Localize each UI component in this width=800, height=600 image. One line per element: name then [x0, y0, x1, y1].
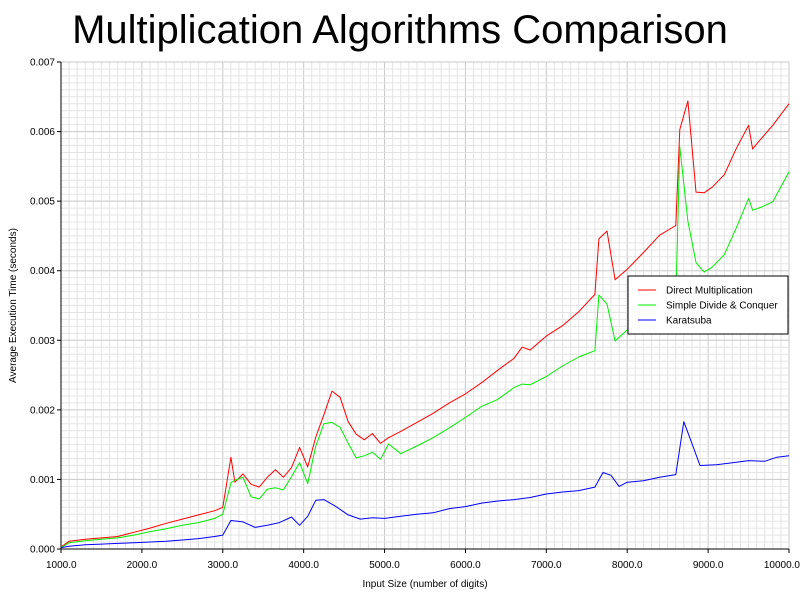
x-tick-label: 4000.0 [288, 560, 319, 571]
legend-box [627, 275, 789, 335]
x-tick-label: 10000.0 [764, 560, 800, 571]
x-tick-label: 7000.0 [531, 560, 562, 571]
y-axis-label: Average Execution Time (seconds) [8, 228, 19, 383]
y-tick-label: 0.004 [30, 266, 55, 277]
y-tick-label: 0.002 [30, 405, 55, 416]
series-line-simple-divide-conquer [60, 146, 790, 549]
y-tick-label: 0.003 [30, 336, 55, 347]
x-tick-label: 6000.0 [450, 560, 481, 571]
x-tick-label: 5000.0 [369, 560, 400, 571]
legend-entry-label: Direct Multiplication [666, 286, 753, 297]
series-line-karatsuba [60, 421, 790, 549]
x-tick-label: 9000.0 [693, 560, 724, 571]
series-line-direct-multiplication [60, 100, 790, 548]
x-tick-label: 1000.0 [46, 560, 77, 571]
legend-entry-label: Simple Divide & Conquer [666, 301, 778, 312]
tick-labels: 1000.0 2000.0 3000.0 4000.0 5000.0 6000.0 7000… [30, 58, 800, 572]
x-tick-label: 2000.0 [127, 560, 158, 571]
y-tick-label: 0.007 [30, 58, 55, 69]
x-tick-label: 8000.0 [612, 560, 643, 571]
axes [57, 61, 790, 553]
legend: Direct Multiplication Simple Divide & Con… [627, 275, 789, 335]
y-tick-label: 0.000 [30, 545, 55, 556]
x-axis-label: Input Size (number of digits) [362, 579, 487, 590]
y-tick-label: 0.001 [30, 475, 55, 486]
y-tick-label: 0.006 [30, 127, 55, 138]
chart-title: Multiplication Algorithms Comparison [72, 8, 728, 52]
legend-entry-label: Karatsuba [666, 316, 712, 327]
series-lines [60, 100, 790, 549]
x-tick-label: 3000.0 [207, 560, 238, 571]
y-tick-label: 0.005 [30, 197, 55, 208]
